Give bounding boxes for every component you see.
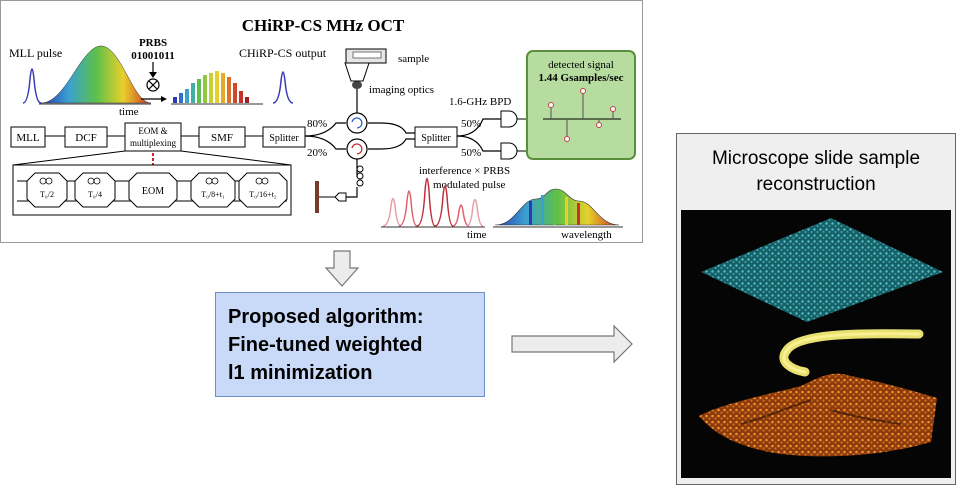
mux-delay-2 [74,172,116,208]
interferometer-arms [304,122,415,150]
prbs-arrowhead [149,72,157,78]
mux-eom-block [128,172,178,208]
reference-path [346,187,358,198]
circulator-bottom-icon [346,138,368,160]
time-axis-label-2: time [467,229,487,241]
right-arrow-icon [511,324,633,364]
reference-collimator [334,192,347,202]
algorithm-line-1: Proposed algorithm: [228,306,424,328]
modulated-spectrum [494,188,620,226]
splitter-2-block [414,126,458,148]
chirped-pulse [40,45,152,104]
split-20-label: 20% [307,147,327,159]
mux-delay-4-label: T₀/16+t₂ [249,190,277,199]
mll-pulse-label: MLL pulse [9,46,62,60]
reconstruction-caption-line-1: Microscope slide sample [711,148,921,169]
dcf-block [64,126,108,148]
reconstruction-caption-line-2: reconstruction [756,174,876,195]
imaging-optics-cone [344,62,370,82]
mux-eom-label: EOM [142,186,164,197]
eom-block-line2: multiplexing [130,138,176,148]
algorithm-line-2: Fine-tuned weighted [228,334,423,356]
wavelength-label: wavelength [561,229,612,241]
bpd-fibers [456,118,501,152]
reconstruction-image [681,210,951,478]
detected-signal-box [526,50,636,160]
mux-expand-right [180,150,292,166]
algorithm-line-3: l1 minimization [228,362,373,384]
smf-block [198,126,246,148]
mll-pulse-shape [22,68,42,104]
spectrum-bars [529,191,580,225]
eom-block-line1: EOM & [138,126,167,136]
diagram-title: CHiRP-CS MHz OCT [242,16,405,35]
fiber-coil-icon [356,165,364,187]
interference-pulses [382,177,484,227]
chirp-cs-output-bars [171,71,263,105]
reconstruction-caption: Microscope slide sample reconstruction [677,146,955,198]
oct-schematic: CHiRP-CS MHz OCT MLL pulse time PRBS 010… [9,16,636,241]
algorithm-box: Proposed algorithm: Fine-tuned weighted … [215,292,485,397]
sample-label: sample [398,53,429,65]
smf-block-label: SMF [211,132,233,144]
split-80-label: 80% [307,118,327,130]
split-50-top-label: 50% [461,118,481,130]
modulated-label: modulated pulse [433,179,506,191]
imaging-lens [352,81,362,89]
detected-rate-label: 1.44 Gsamples/sec [539,72,624,84]
detected-signal-label: detected signal [548,59,614,71]
photodiode-top-icon [500,110,518,128]
detected-samples [543,88,621,142]
bpd-label: 1.6-GHz BPD [449,96,511,108]
output-pulse [272,71,294,104]
sample-slide [352,51,382,59]
top-slide-surface [701,218,943,322]
mux-delay-1-label: T₀/2 [40,190,54,199]
eom-mux-block [124,122,182,152]
splitter-2-label: Splitter [421,133,451,144]
mux-delay-3 [190,172,236,208]
mux-delay-3-label: T₀/8+t₁ [201,190,225,199]
chirp-cs-oct-diagram: CHiRP-CS MHz OCT MLL pulse time PRBS 010… [0,0,643,243]
dcf-block-label: DCF [75,132,96,144]
imaging-optics-label: imaging optics [369,84,434,96]
mll-block [10,126,46,148]
photodiode-bottom-icon [500,142,518,160]
interference-label: interference × PRBS [419,165,510,177]
prbs-label: PRBS [139,37,167,49]
algorithm-text: Proposed algorithm: Fine-tuned weighted … [228,303,424,387]
circulator-top-icon [346,112,368,134]
prbs-bits: 01001011 [131,50,174,62]
multiplier-icon [146,78,160,92]
reconstruction-render [699,218,943,457]
splitter-1-block [262,126,306,148]
splitter-1-label: Splitter [269,133,299,144]
mll-block-label: MLL [16,132,40,144]
bottom-sample-surface [699,373,937,457]
fiber-loop-icons [39,177,269,185]
mux-delay-1 [26,172,68,208]
output-label: CHiRP-CS output [239,46,327,60]
mux-delay-2-label: T₀/4 [88,190,102,199]
time-axis-label: time [119,106,139,118]
split-50-bottom-label: 50% [461,147,481,159]
down-arrow-icon [324,250,360,287]
mux-expand-left [12,150,126,166]
mux-delay-4 [238,172,288,208]
